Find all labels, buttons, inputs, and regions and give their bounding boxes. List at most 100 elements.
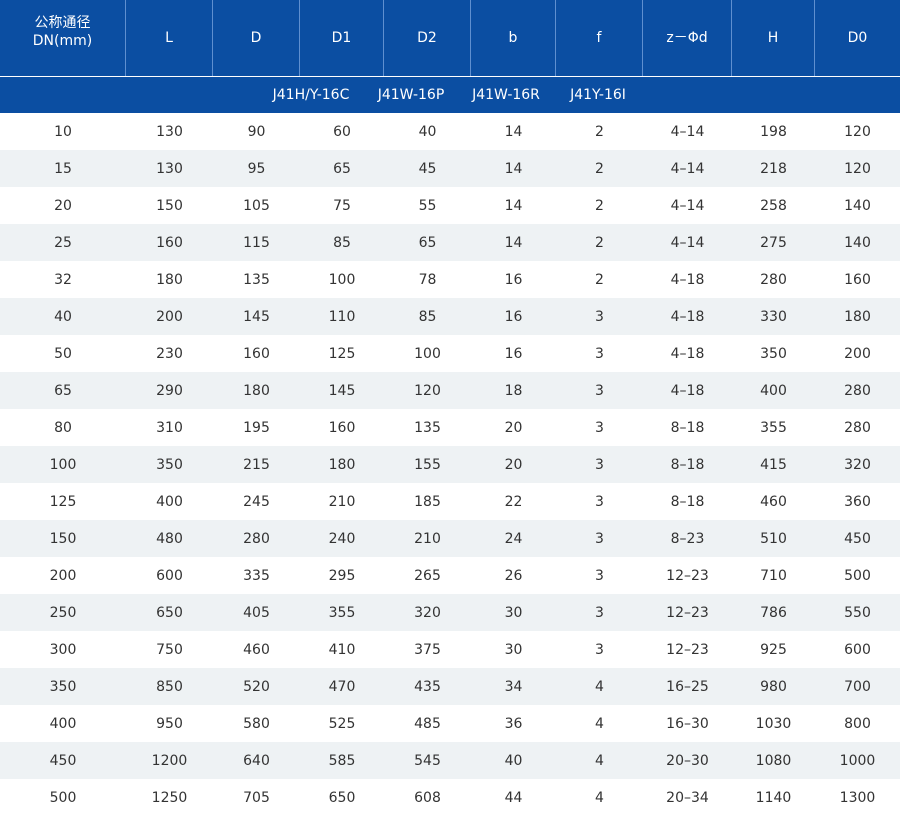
- table-cell: 1140: [755, 789, 792, 806]
- table-cell: 24: [504, 530, 523, 547]
- table-cell: 180: [156, 271, 183, 288]
- table-cell: 40: [504, 752, 523, 769]
- table-cell: 320: [414, 604, 441, 621]
- table-cell: 34: [504, 678, 523, 695]
- table-cell: 2: [595, 271, 604, 288]
- table-cell: 1300: [839, 789, 876, 806]
- table-row: 15 130 95 65 45 14 2 4–14 218 120: [0, 150, 900, 187]
- table-cell: 925: [760, 641, 787, 658]
- model-label: J41H/Y-16C: [272, 87, 350, 103]
- table-cell: 210: [414, 530, 441, 547]
- table-cell: 16: [504, 308, 523, 325]
- table-cell: 160: [156, 234, 183, 251]
- table-cell: 105: [243, 197, 270, 214]
- table-cell: 230: [156, 345, 183, 362]
- table-cell: 500: [844, 567, 871, 584]
- table-cell: 150: [49, 530, 77, 547]
- table-cell: 40: [418, 123, 437, 140]
- table-cell: 580: [243, 715, 270, 732]
- table-cell: 4–18: [670, 345, 705, 362]
- model-label: J41Y-16I: [570, 87, 626, 103]
- table-cell: 25: [54, 234, 72, 251]
- table-cell: 435: [414, 678, 441, 695]
- header-line: DN(mm): [32, 33, 93, 49]
- table-cell: 198: [760, 123, 787, 140]
- table-cell: 160: [328, 419, 356, 436]
- table-cell: 350: [156, 456, 183, 473]
- table-cell: 295: [328, 567, 356, 584]
- table-cell: 275: [760, 234, 787, 251]
- table-cell: 30: [504, 641, 523, 658]
- table-cell: 400: [760, 382, 787, 399]
- table-cell: 30: [504, 604, 523, 621]
- table-cell: 100: [414, 345, 441, 362]
- header-cell: 公称通径 DN(mm): [0, 0, 126, 76]
- table-cell: 125: [328, 345, 356, 362]
- header-cell: z－Φd: [643, 0, 732, 76]
- table-cell: 950: [156, 715, 183, 732]
- table-cell: 130: [156, 160, 183, 177]
- table-cell: 120: [414, 382, 441, 399]
- table-cell: 90: [247, 123, 266, 140]
- header-cell: H: [732, 0, 815, 76]
- table-row: 500 1250 705 650 608 44 4 20–34 1140 1300: [0, 779, 900, 816]
- table-cell: 3: [595, 419, 604, 436]
- table-cell: 85: [418, 308, 437, 325]
- table-cell: 265: [414, 567, 441, 584]
- table-cell: 310: [156, 419, 183, 436]
- table-cell: 600: [844, 641, 871, 658]
- table-cell: 75: [333, 197, 351, 214]
- table-row: 400 950 580 525 485 36 4 16–30 1030 800: [0, 705, 900, 742]
- header-cell: D1: [300, 0, 384, 76]
- table-cell: 32: [54, 271, 72, 288]
- table-cell: 240: [328, 530, 356, 547]
- table-body: 10 130 90 60 40 14 2 4–14 198 120 15 130 95 65 45 14 2 4–…: [0, 113, 900, 816]
- table-cell: 650: [156, 604, 183, 621]
- table-cell: 980: [760, 678, 787, 695]
- table-cell: 4–18: [670, 308, 705, 325]
- table-cell: 3: [595, 604, 604, 621]
- table-cell: 300: [49, 641, 77, 658]
- table-cell: 210: [328, 493, 356, 510]
- table-row: 300 750 460 410 375 30 3 12–23 925 600: [0, 631, 900, 668]
- table-cell: 100: [328, 271, 356, 288]
- table-cell: 44: [504, 789, 523, 806]
- table-cell: 4–18: [670, 271, 705, 288]
- table-cell: 550: [844, 604, 871, 621]
- header-cell: f: [556, 0, 643, 76]
- header-cell: L: [126, 0, 213, 76]
- table-cell: 4–18: [670, 382, 705, 399]
- table-cell: 16–30: [666, 715, 709, 732]
- table-cell: 375: [414, 641, 441, 658]
- table-cell: 415: [760, 456, 787, 473]
- table-cell: 330: [760, 308, 787, 325]
- table-cell: 4: [595, 715, 604, 732]
- table-cell: 85: [333, 234, 351, 251]
- table-cell: 460: [760, 493, 787, 510]
- table-cell: 280: [243, 530, 270, 547]
- table-cell: 120: [844, 160, 871, 177]
- table-row: 250 650 405 355 320 30 3 12–23 786 550: [0, 594, 900, 631]
- table-cell: 110: [328, 308, 356, 325]
- table-cell: 405: [243, 604, 270, 621]
- table-cell: 160: [844, 271, 871, 288]
- table-cell: 14: [504, 123, 523, 140]
- table-cell: 180: [243, 382, 270, 399]
- table-cell: 350: [760, 345, 787, 362]
- table-cell: 26: [504, 567, 523, 584]
- table-cell: 20–34: [666, 789, 709, 806]
- table-cell: 710: [760, 567, 787, 584]
- table-cell: 700: [844, 678, 871, 695]
- table-cell: 320: [844, 456, 871, 473]
- table-cell: 545: [414, 752, 441, 769]
- table-cell: 1000: [839, 752, 876, 769]
- table-cell: 22: [504, 493, 523, 510]
- table-cell: 150: [156, 197, 183, 214]
- table-cell: 640: [243, 752, 270, 769]
- table-cell: 8–23: [670, 530, 705, 547]
- table-cell: 3: [595, 382, 604, 399]
- table-row: 200 600 335 295 265 26 3 12–23 710 500: [0, 557, 900, 594]
- table-cell: 100: [49, 456, 77, 473]
- model-label: J41W-16P: [377, 87, 445, 103]
